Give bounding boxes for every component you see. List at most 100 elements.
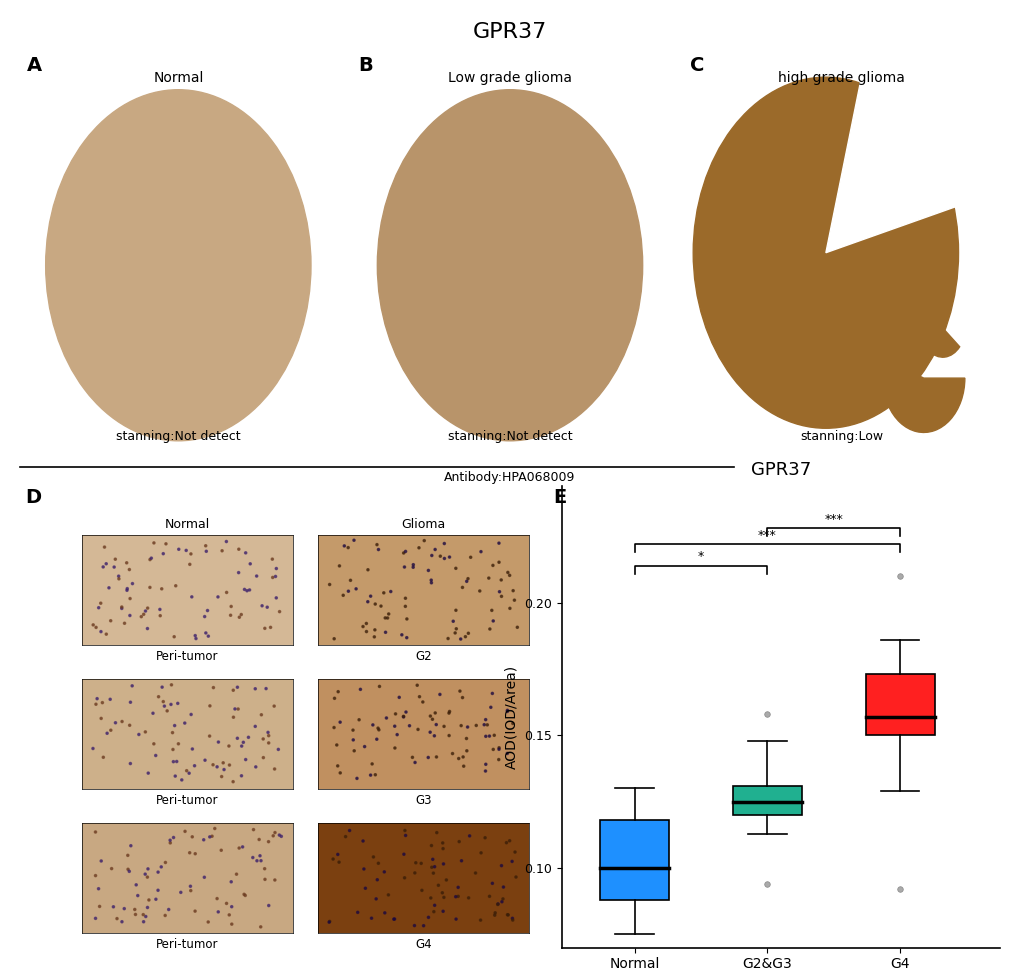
Point — [325, 719, 341, 735]
Point — [118, 555, 135, 571]
Point — [196, 870, 212, 885]
Point — [253, 707, 269, 722]
Point — [501, 601, 518, 616]
Point — [107, 551, 123, 567]
Point — [440, 728, 457, 744]
Wedge shape — [920, 309, 959, 357]
Point — [165, 754, 181, 770]
Point — [436, 551, 452, 567]
Point — [395, 847, 412, 862]
Point — [215, 755, 231, 771]
Point — [365, 717, 381, 733]
Point — [482, 700, 498, 715]
Point — [235, 735, 252, 750]
Y-axis label: AOD(IOD/Area): AOD(IOD/Area) — [504, 665, 518, 769]
Point — [435, 718, 451, 734]
Point — [481, 888, 497, 904]
Point — [198, 543, 214, 559]
Point — [260, 728, 276, 744]
Point — [199, 603, 215, 618]
Point — [334, 587, 351, 603]
Point — [480, 571, 496, 586]
Point — [341, 822, 358, 838]
Point — [122, 591, 139, 607]
Point — [255, 731, 271, 746]
Point — [136, 914, 152, 929]
Point — [484, 876, 500, 891]
Point — [447, 561, 464, 576]
Point — [223, 899, 239, 915]
Point — [260, 898, 276, 914]
Point — [267, 569, 283, 584]
Point — [183, 589, 200, 605]
Point — [266, 872, 282, 887]
Point — [95, 559, 111, 574]
Point — [426, 859, 442, 875]
Title: GPR37: GPR37 — [750, 461, 810, 479]
Point — [397, 590, 414, 606]
Point — [264, 551, 280, 567]
Point — [395, 710, 412, 725]
Point — [485, 742, 501, 757]
Point — [413, 855, 429, 871]
Point — [411, 540, 427, 556]
Point — [165, 830, 181, 846]
Point — [146, 736, 162, 751]
Point — [170, 736, 186, 751]
Point — [409, 677, 425, 693]
Point — [446, 625, 463, 641]
Point — [170, 541, 186, 557]
Point — [461, 828, 477, 844]
Point — [223, 874, 239, 889]
Point — [120, 861, 137, 877]
Point — [425, 904, 441, 920]
Point — [102, 691, 118, 707]
Point — [221, 757, 237, 773]
Point — [255, 749, 271, 765]
Point — [370, 720, 386, 736]
Point — [238, 583, 255, 599]
Point — [426, 897, 442, 913]
Point — [103, 613, 119, 629]
Text: *: * — [697, 550, 703, 563]
Point — [332, 765, 348, 781]
Point — [484, 558, 500, 573]
Point — [105, 899, 121, 915]
Point — [225, 682, 242, 698]
Point — [376, 864, 392, 880]
Point — [360, 594, 376, 609]
Point — [428, 749, 444, 765]
Point — [251, 832, 267, 848]
Point — [216, 762, 232, 778]
Point — [196, 832, 212, 848]
Point — [220, 739, 236, 754]
Point — [110, 569, 126, 584]
Point — [492, 573, 508, 588]
Point — [355, 619, 371, 635]
Point — [508, 619, 525, 635]
Point — [477, 729, 493, 745]
Point — [122, 756, 139, 772]
Point — [265, 828, 281, 844]
Point — [96, 539, 112, 555]
Point — [499, 907, 516, 922]
Point — [352, 681, 368, 697]
Point — [122, 838, 139, 853]
Point — [390, 689, 407, 705]
Point — [504, 583, 521, 599]
Point — [386, 912, 403, 927]
Point — [176, 823, 193, 839]
Point — [229, 701, 246, 716]
Point — [330, 854, 346, 870]
Point — [477, 756, 493, 772]
Point — [444, 613, 461, 629]
Point — [264, 570, 280, 585]
Text: D: D — [25, 488, 42, 507]
Point — [428, 716, 444, 732]
Point — [154, 679, 170, 695]
Point — [266, 761, 282, 777]
Point — [444, 746, 461, 761]
Point — [152, 608, 168, 623]
Point — [356, 739, 372, 754]
Point — [439, 631, 455, 646]
